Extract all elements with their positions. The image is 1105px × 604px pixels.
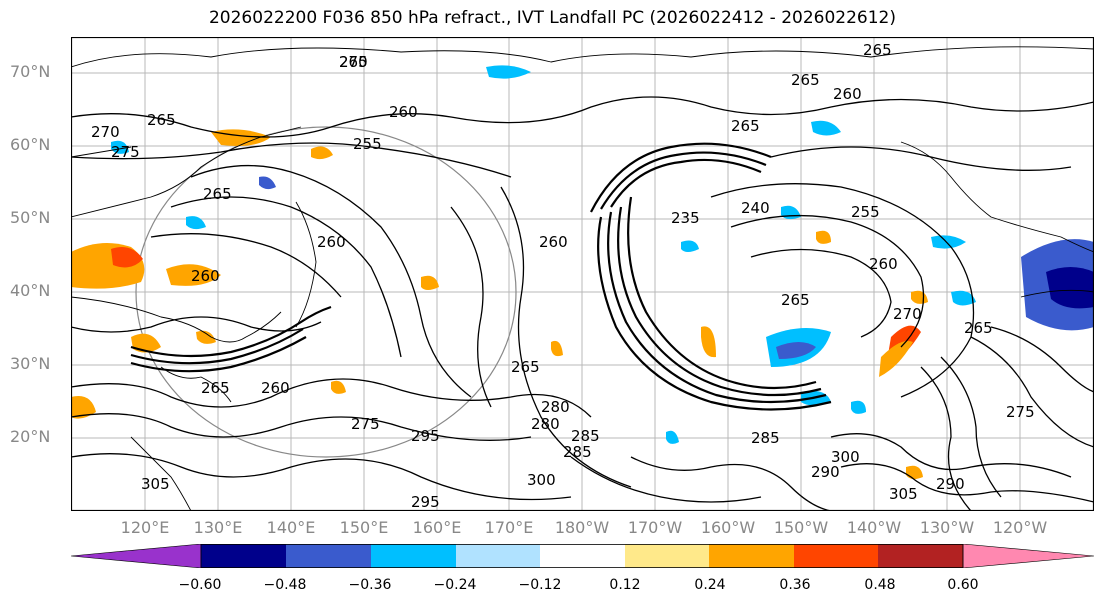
contour-label: 280 <box>531 415 560 433</box>
contour-label: 265 <box>781 291 810 309</box>
contour-label: 300 <box>831 448 860 466</box>
contour-label: 275 <box>1006 403 1035 421</box>
lat-label-20n: 20°N <box>10 427 51 446</box>
contour-label: 265 <box>791 71 820 89</box>
contour-labels: 265 270 265 265 270 265 260 275 255 265 … <box>91 41 1035 511</box>
colorbar-tick: −0.24 <box>433 577 477 593</box>
contour-label: 265 <box>964 319 993 337</box>
lat-label-50n: 50°N <box>10 208 51 227</box>
colorbar-bin <box>456 544 540 568</box>
contour-label: 265 <box>203 185 232 203</box>
colorbar-tick: −0.60 <box>178 577 222 593</box>
contour-label: 295 <box>411 427 440 445</box>
colorbar-tick: −0.48 <box>263 577 307 593</box>
contour-label: 260 <box>389 103 418 121</box>
contour-label: 260 <box>539 233 568 251</box>
colorbar-tick: −0.12 <box>518 577 562 593</box>
figure-title: 2026022200 F036 850 hPa refract., IVT La… <box>208 8 896 28</box>
lon-label-120w: 120°W <box>992 518 1048 537</box>
contour-label: 265 <box>339 53 368 71</box>
contour-label: 285 <box>571 427 600 445</box>
colorbar-bin <box>540 544 625 568</box>
lon-label-150w: 150°W <box>773 518 829 537</box>
contour-label: 290 <box>811 463 840 481</box>
colorbar-extend-low <box>70 543 202 569</box>
contour-label: 270 <box>91 123 120 141</box>
contour-label: 255 <box>851 203 880 221</box>
contour-label: 285 <box>563 443 592 461</box>
contour-label: 285 <box>751 429 780 447</box>
lat-label-30n: 30°N <box>10 354 51 373</box>
colorbar-tick: 0.48 <box>864 577 896 593</box>
lon-label-160e: 160°E <box>412 518 462 537</box>
colorbar-bin <box>286 544 371 568</box>
lon-label-170e: 170°E <box>484 518 534 537</box>
graticule <box>71 37 1094 511</box>
lon-label-150e: 150°E <box>339 518 389 537</box>
contour-label: 235 <box>671 209 700 227</box>
lon-label-180w: 180°W <box>554 518 610 537</box>
colorbar-extend-high <box>962 543 1095 569</box>
contour-label: 265 <box>863 41 892 59</box>
lon-label-120e: 120°E <box>120 518 170 537</box>
contour-label: 290 <box>936 475 965 493</box>
colorbar-bin <box>878 544 963 568</box>
contour-label: 265 <box>511 358 540 376</box>
contour-label: 265 <box>201 379 230 397</box>
landfall-region-circle <box>135 126 517 458</box>
lon-label-140w: 140°W <box>846 518 902 537</box>
contour-label: 300 <box>527 471 556 489</box>
colorbar-bin <box>371 544 456 568</box>
colorbar-tick: −0.36 <box>348 577 392 593</box>
colorbar-tick: 0.36 <box>779 577 811 593</box>
contour-label: 305 <box>889 485 918 503</box>
lon-label-140e: 140°E <box>266 518 316 537</box>
contour-label: 255 <box>353 135 382 153</box>
contour-label: 260 <box>261 379 290 397</box>
contour-label: 260 <box>869 255 898 273</box>
contour-label: 265 <box>147 111 176 129</box>
colorbar-bin <box>201 544 286 568</box>
colorbar-bin <box>625 544 709 568</box>
coastlines <box>71 46 1094 511</box>
colorbar-tick: 0.24 <box>694 577 726 593</box>
lon-label-160w: 160°W <box>700 518 756 537</box>
colorbar-tick: 0.12 <box>609 577 641 593</box>
contour-label: 265 <box>731 117 760 135</box>
contour-label: 305 <box>141 475 170 493</box>
contour-label: 240 <box>741 199 770 217</box>
colorbar-bin <box>709 544 794 568</box>
contour-label: 260 <box>191 267 220 285</box>
contour-label: 270 <box>339 53 368 71</box>
colorbar-tick: 0.60 <box>947 577 979 593</box>
lon-label-170w: 170°W <box>627 518 683 537</box>
map-panel: 265 270 265 265 270 265 260 275 255 265 … <box>71 37 1094 511</box>
refractivity-contours <box>71 96 1094 511</box>
colorbar <box>70 543 1095 572</box>
contour-label: 280 <box>541 398 570 416</box>
contour-label: 260 <box>317 233 346 251</box>
contour-label: 260 <box>833 85 862 103</box>
contour-label: 275 <box>111 143 140 161</box>
lat-label-40n: 40°N <box>10 281 51 300</box>
contour-label: 295 <box>411 493 440 511</box>
contour-label: 275 <box>351 415 380 433</box>
colorbar-bin <box>794 544 878 568</box>
contour-label: 270 <box>893 305 922 323</box>
lat-label-60n: 60°N <box>10 135 51 154</box>
lat-label-70n: 70°N <box>10 62 51 81</box>
lon-label-130w: 130°W <box>919 518 975 537</box>
lon-label-130e: 130°E <box>193 518 243 537</box>
